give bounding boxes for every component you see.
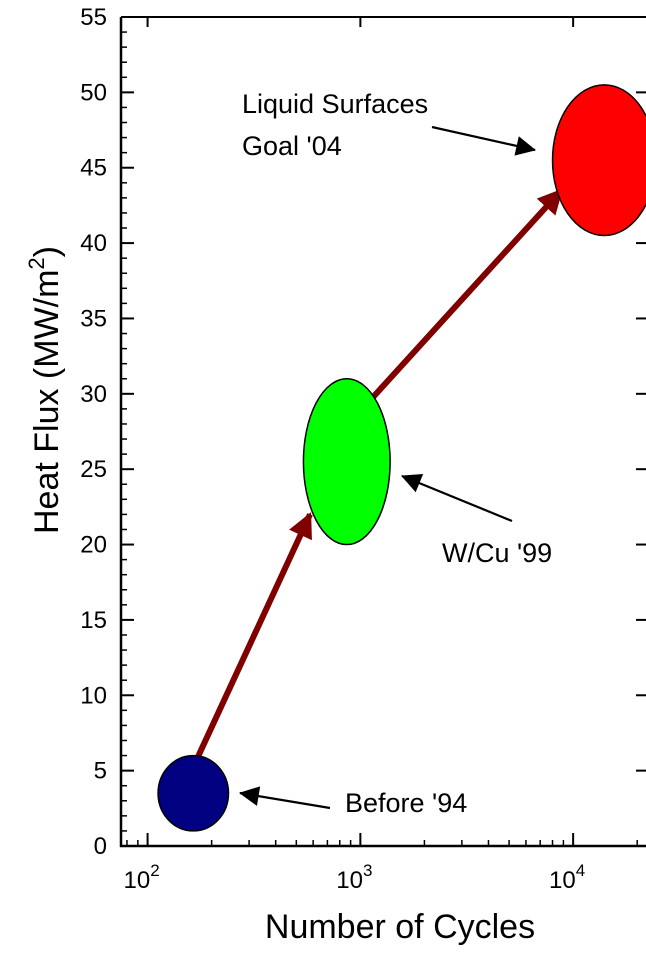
y-axis-title: Heat Flux (MW/m2) [24,246,66,534]
x-axis-ticks: 102 103 104 [123,17,638,894]
point-annotations: Before '94 W/Cu '99 Liquid Surfaces Goal '0… [239,89,552,818]
x-tick-label: 104 [549,861,585,894]
data-point-ellipse [302,377,391,546]
annotation-arrow [431,125,536,156]
data-point-ellipse [157,754,230,832]
x-tick-label: 103 [336,861,372,894]
y-tick-label: 35 [80,305,107,332]
y-tick-label: 50 [80,79,107,106]
y-axis-ticks: 0 5 10 15 20 25 30 35 40 45 50 55 [80,4,646,860]
y-tick-label: 45 [80,155,107,182]
y-tick-label: 15 [80,607,107,634]
annotation-arrow [401,473,513,523]
y-tick-label: 20 [80,532,107,559]
y-tick-label: 40 [80,230,107,257]
y-tick-label: 30 [80,381,107,408]
y-tick-label: 0 [94,833,107,860]
data-points [157,84,646,832]
plot-area [119,16,646,848]
x-axis-title: Number of Cycles [265,908,535,946]
y-tick-label: 5 [94,758,107,785]
annotation-label: Goal '04 [242,131,342,161]
annotation-label: Before '94 [345,788,467,818]
y-tick-label: 10 [80,682,107,709]
trend-arrow [185,512,313,780]
data-point-ellipse [551,84,646,237]
annotation-label: Liquid Surfaces [242,89,428,119]
annotation-label: W/Cu '99 [442,538,552,568]
y-tick-label: 25 [80,456,107,483]
x-tick-label: 102 [123,861,159,894]
annotation-arrow [239,786,331,810]
trend-arrow [366,188,564,404]
y-tick-label: 55 [80,4,107,31]
trend-arrows [185,188,564,780]
